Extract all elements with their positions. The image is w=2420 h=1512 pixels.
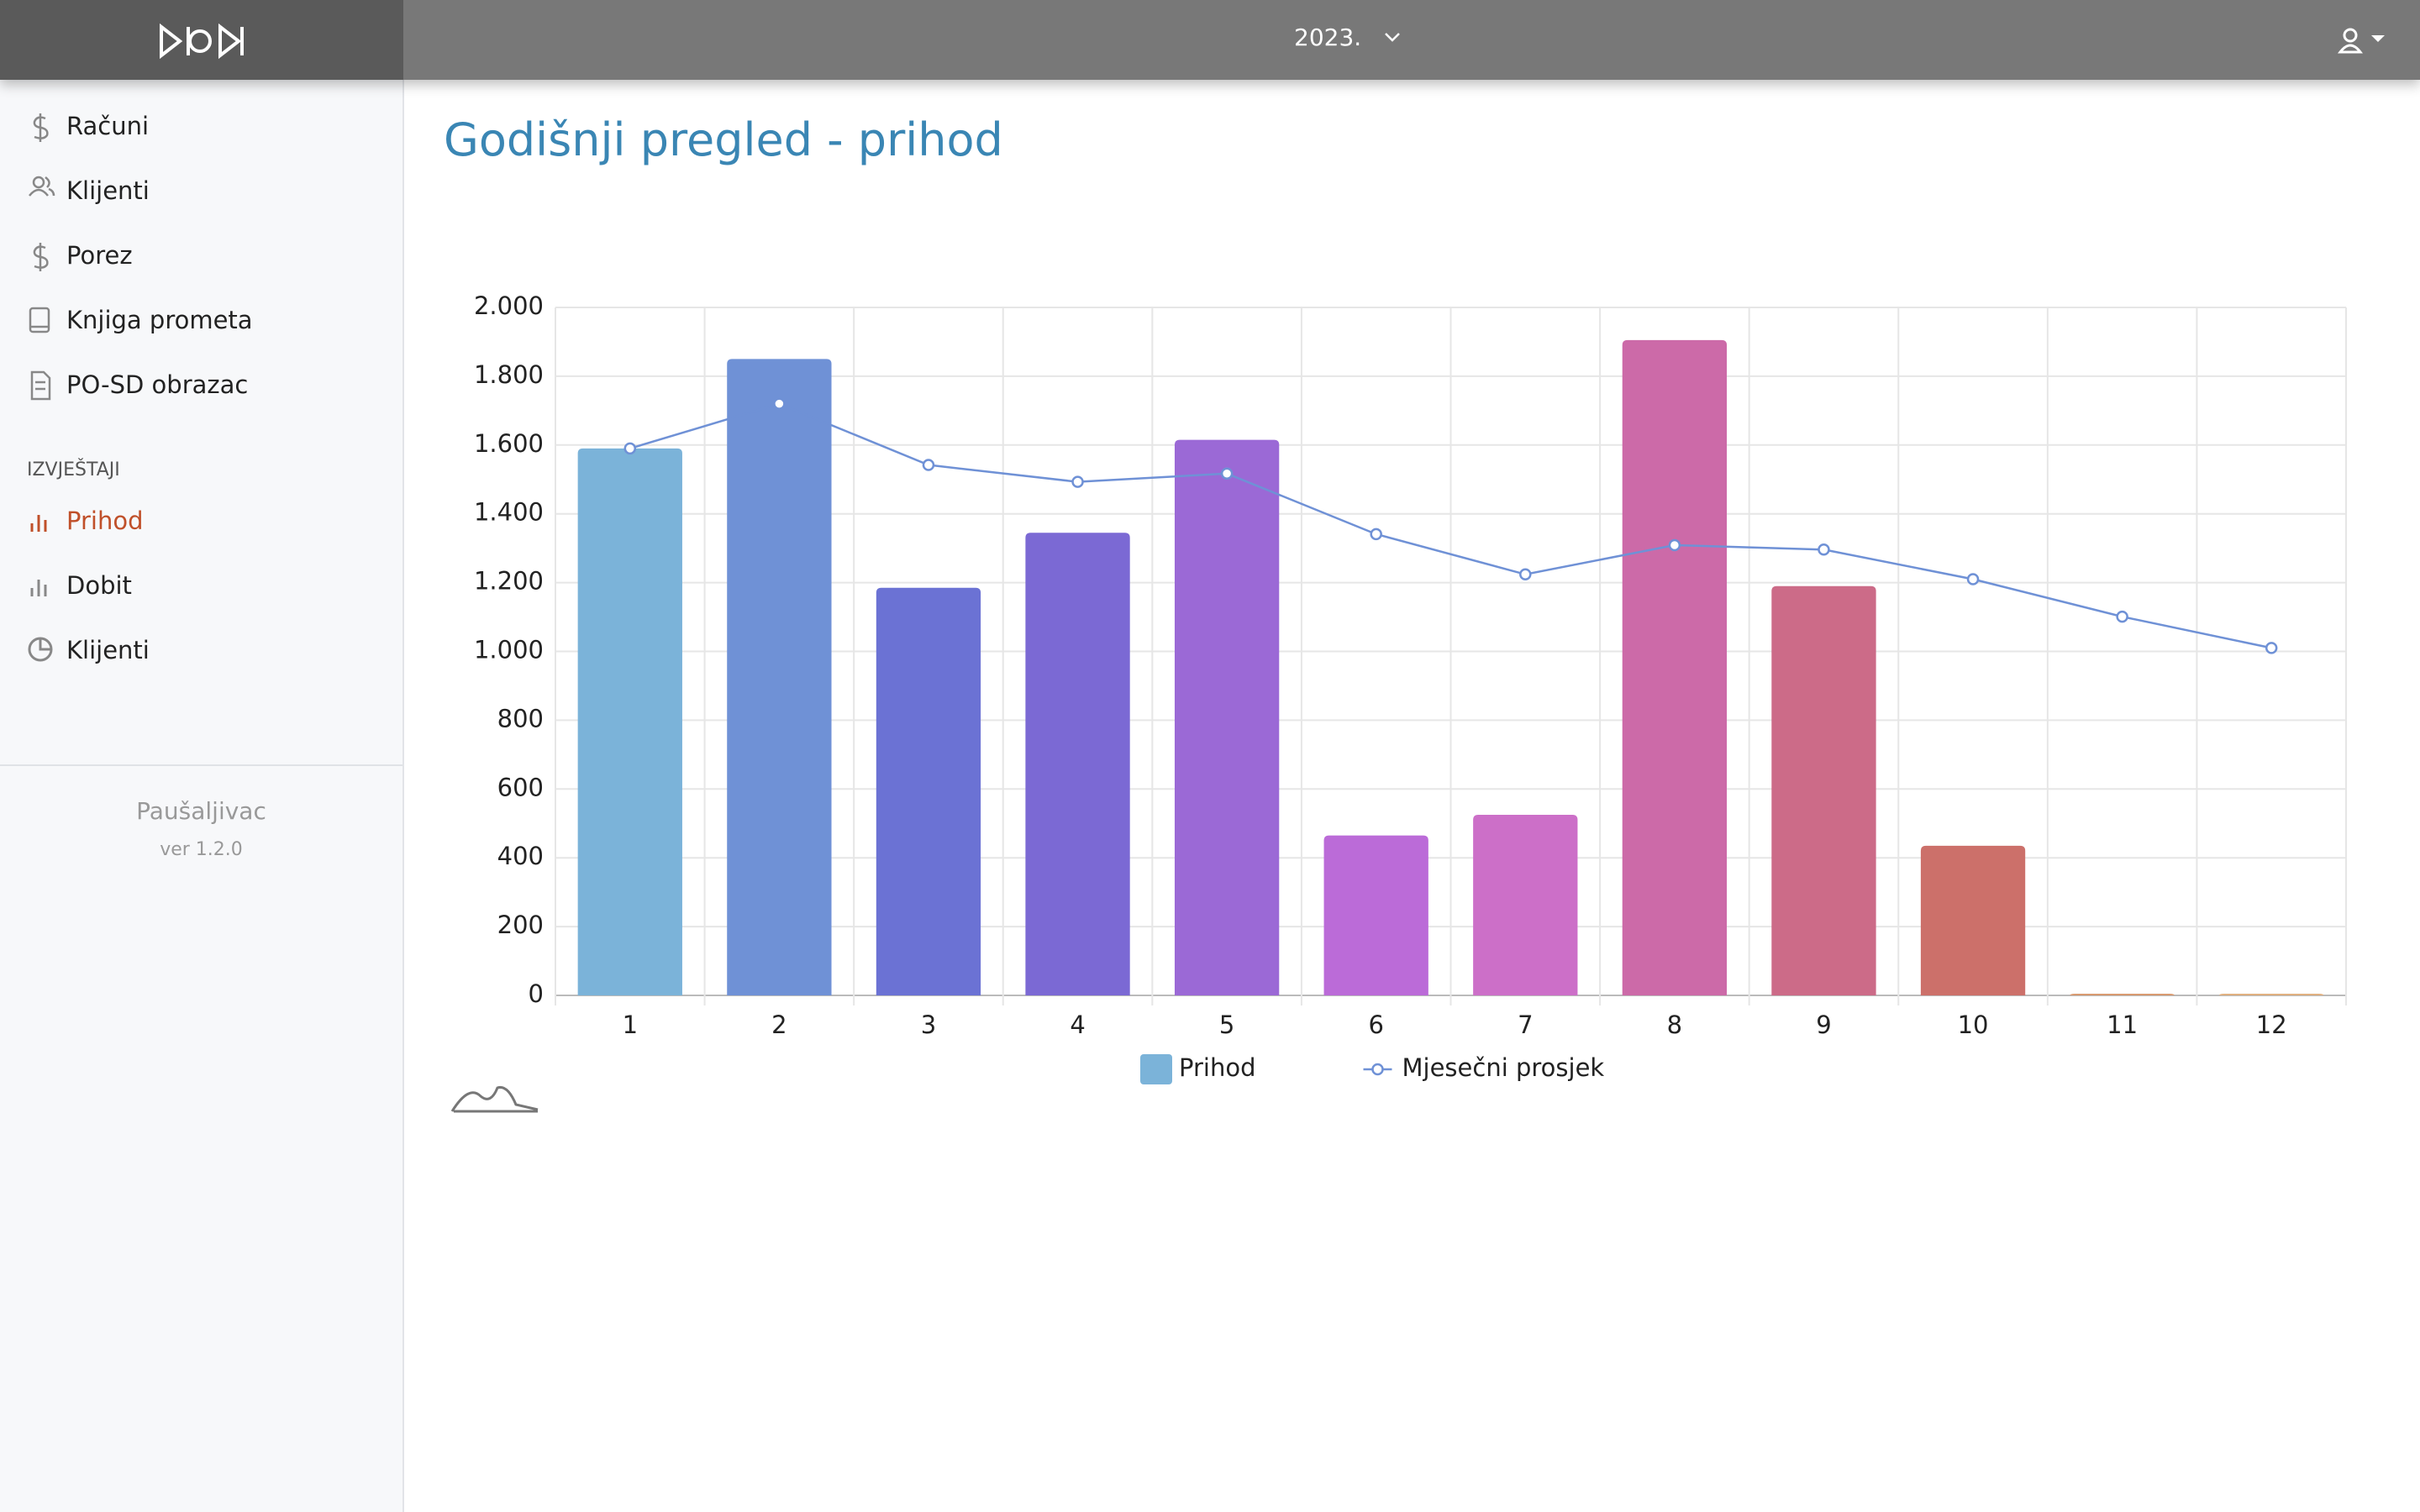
line-point bbox=[1966, 573, 1980, 585]
page-title: Godišnji pregled - prihod bbox=[444, 113, 1003, 166]
line-point bbox=[1370, 528, 1382, 541]
x-tick-label: 11 bbox=[2107, 1011, 2138, 1039]
year-text: 2023. bbox=[1294, 24, 1362, 51]
nav-item[interactable]: PO-SD obrazac bbox=[66, 370, 249, 399]
line-point bbox=[1668, 538, 1681, 552]
logo[interactable] bbox=[0, 0, 403, 80]
x-tick-label: 5 bbox=[1219, 1011, 1234, 1039]
x-tick-label: 9 bbox=[1816, 1011, 1831, 1039]
nav-item[interactable]: Računi bbox=[66, 112, 150, 140]
divider bbox=[0, 764, 402, 766]
y-tick-label: 2.000 bbox=[474, 291, 544, 320]
x-tick-label: 3 bbox=[921, 1011, 936, 1039]
year-select[interactable]: 2023. bbox=[1294, 24, 1406, 51]
y-tick-label: 800 bbox=[497, 704, 544, 732]
legend-label: Prihod bbox=[1179, 1053, 1256, 1082]
y-tick-label: 0 bbox=[529, 979, 544, 1008]
user-menu[interactable] bbox=[2336, 25, 2395, 55]
bar bbox=[727, 359, 832, 995]
report-icons bbox=[28, 515, 53, 662]
x-tick-label: 2 bbox=[771, 1011, 786, 1039]
y-tick-label: 200 bbox=[497, 911, 544, 939]
bar bbox=[1174, 439, 1280, 995]
watermark bbox=[450, 1085, 539, 1113]
bar bbox=[2070, 993, 2175, 995]
y-tick-label: 1.400 bbox=[474, 498, 544, 527]
y-tick-label: 1.600 bbox=[474, 429, 544, 458]
line-point bbox=[773, 397, 786, 410]
line-point bbox=[922, 459, 935, 471]
nav-item[interactable]: Klijenti bbox=[66, 176, 150, 205]
chart: 0 200 400 600 800 1.000 1.200 1.400 1.600 1.800 2.… bbox=[450, 291, 2347, 1113]
line-point bbox=[623, 442, 637, 455]
legend-swatch bbox=[1371, 1063, 1384, 1076]
nav-item[interactable]: Knjiga prometa bbox=[66, 306, 253, 334]
x-tick-label: 1 bbox=[623, 1011, 638, 1039]
nav-item[interactable]: Klijenti bbox=[66, 636, 150, 664]
bar bbox=[1771, 585, 1876, 995]
nav-item[interactable]: Dobit bbox=[66, 571, 132, 600]
y-tick-label: 600 bbox=[497, 773, 544, 801]
x-tick-label: 6 bbox=[1368, 1011, 1383, 1039]
bar bbox=[1920, 845, 2026, 995]
y-tick-label: 1.000 bbox=[474, 636, 544, 664]
app-version: ver 1.2.0 bbox=[160, 839, 243, 860]
bar bbox=[2219, 993, 2324, 995]
sidebar: Računi Klijenti Porez Knjiga prometa PO-… bbox=[0, 80, 404, 1512]
bar bbox=[577, 448, 682, 995]
y-tick-label: 1.200 bbox=[474, 567, 544, 596]
x-tick-label: 7 bbox=[1518, 1011, 1533, 1039]
y-tick-label: 1.800 bbox=[474, 360, 544, 389]
nav-item[interactable]: Porez bbox=[66, 241, 133, 270]
x-tick-label: 8 bbox=[1667, 1011, 1682, 1039]
chevron bbox=[1385, 33, 1400, 42]
legend-label: Mjesečni prosjek bbox=[1402, 1053, 1605, 1082]
line-point bbox=[1519, 568, 1532, 581]
bar bbox=[1473, 815, 1578, 995]
line-point bbox=[1818, 543, 1830, 556]
x-tick-label: 4 bbox=[1070, 1011, 1085, 1039]
logo-mark bbox=[160, 23, 244, 60]
y-tick-label: 400 bbox=[497, 842, 544, 870]
x-tick-label: 12 bbox=[2256, 1011, 2287, 1039]
line-point bbox=[2265, 642, 2278, 654]
bar bbox=[1323, 835, 1428, 995]
line bbox=[629, 402, 2272, 649]
line-point bbox=[2116, 610, 2128, 623]
line-point bbox=[1071, 475, 1084, 488]
line-point bbox=[1220, 467, 1234, 480]
bar bbox=[876, 587, 981, 995]
legend-swatch bbox=[1140, 1054, 1172, 1084]
x-tick-label: 10 bbox=[1958, 1011, 1989, 1039]
top-bar: 2023. bbox=[0, 0, 2420, 80]
bar bbox=[1622, 339, 1728, 996]
nav-icons bbox=[29, 113, 55, 401]
bar bbox=[1025, 533, 1130, 995]
app-name: Paušaljivac bbox=[136, 797, 266, 825]
nav-item[interactable]: Prihod bbox=[66, 507, 144, 535]
section-label: IZVJEŠTAJI bbox=[27, 459, 120, 480]
